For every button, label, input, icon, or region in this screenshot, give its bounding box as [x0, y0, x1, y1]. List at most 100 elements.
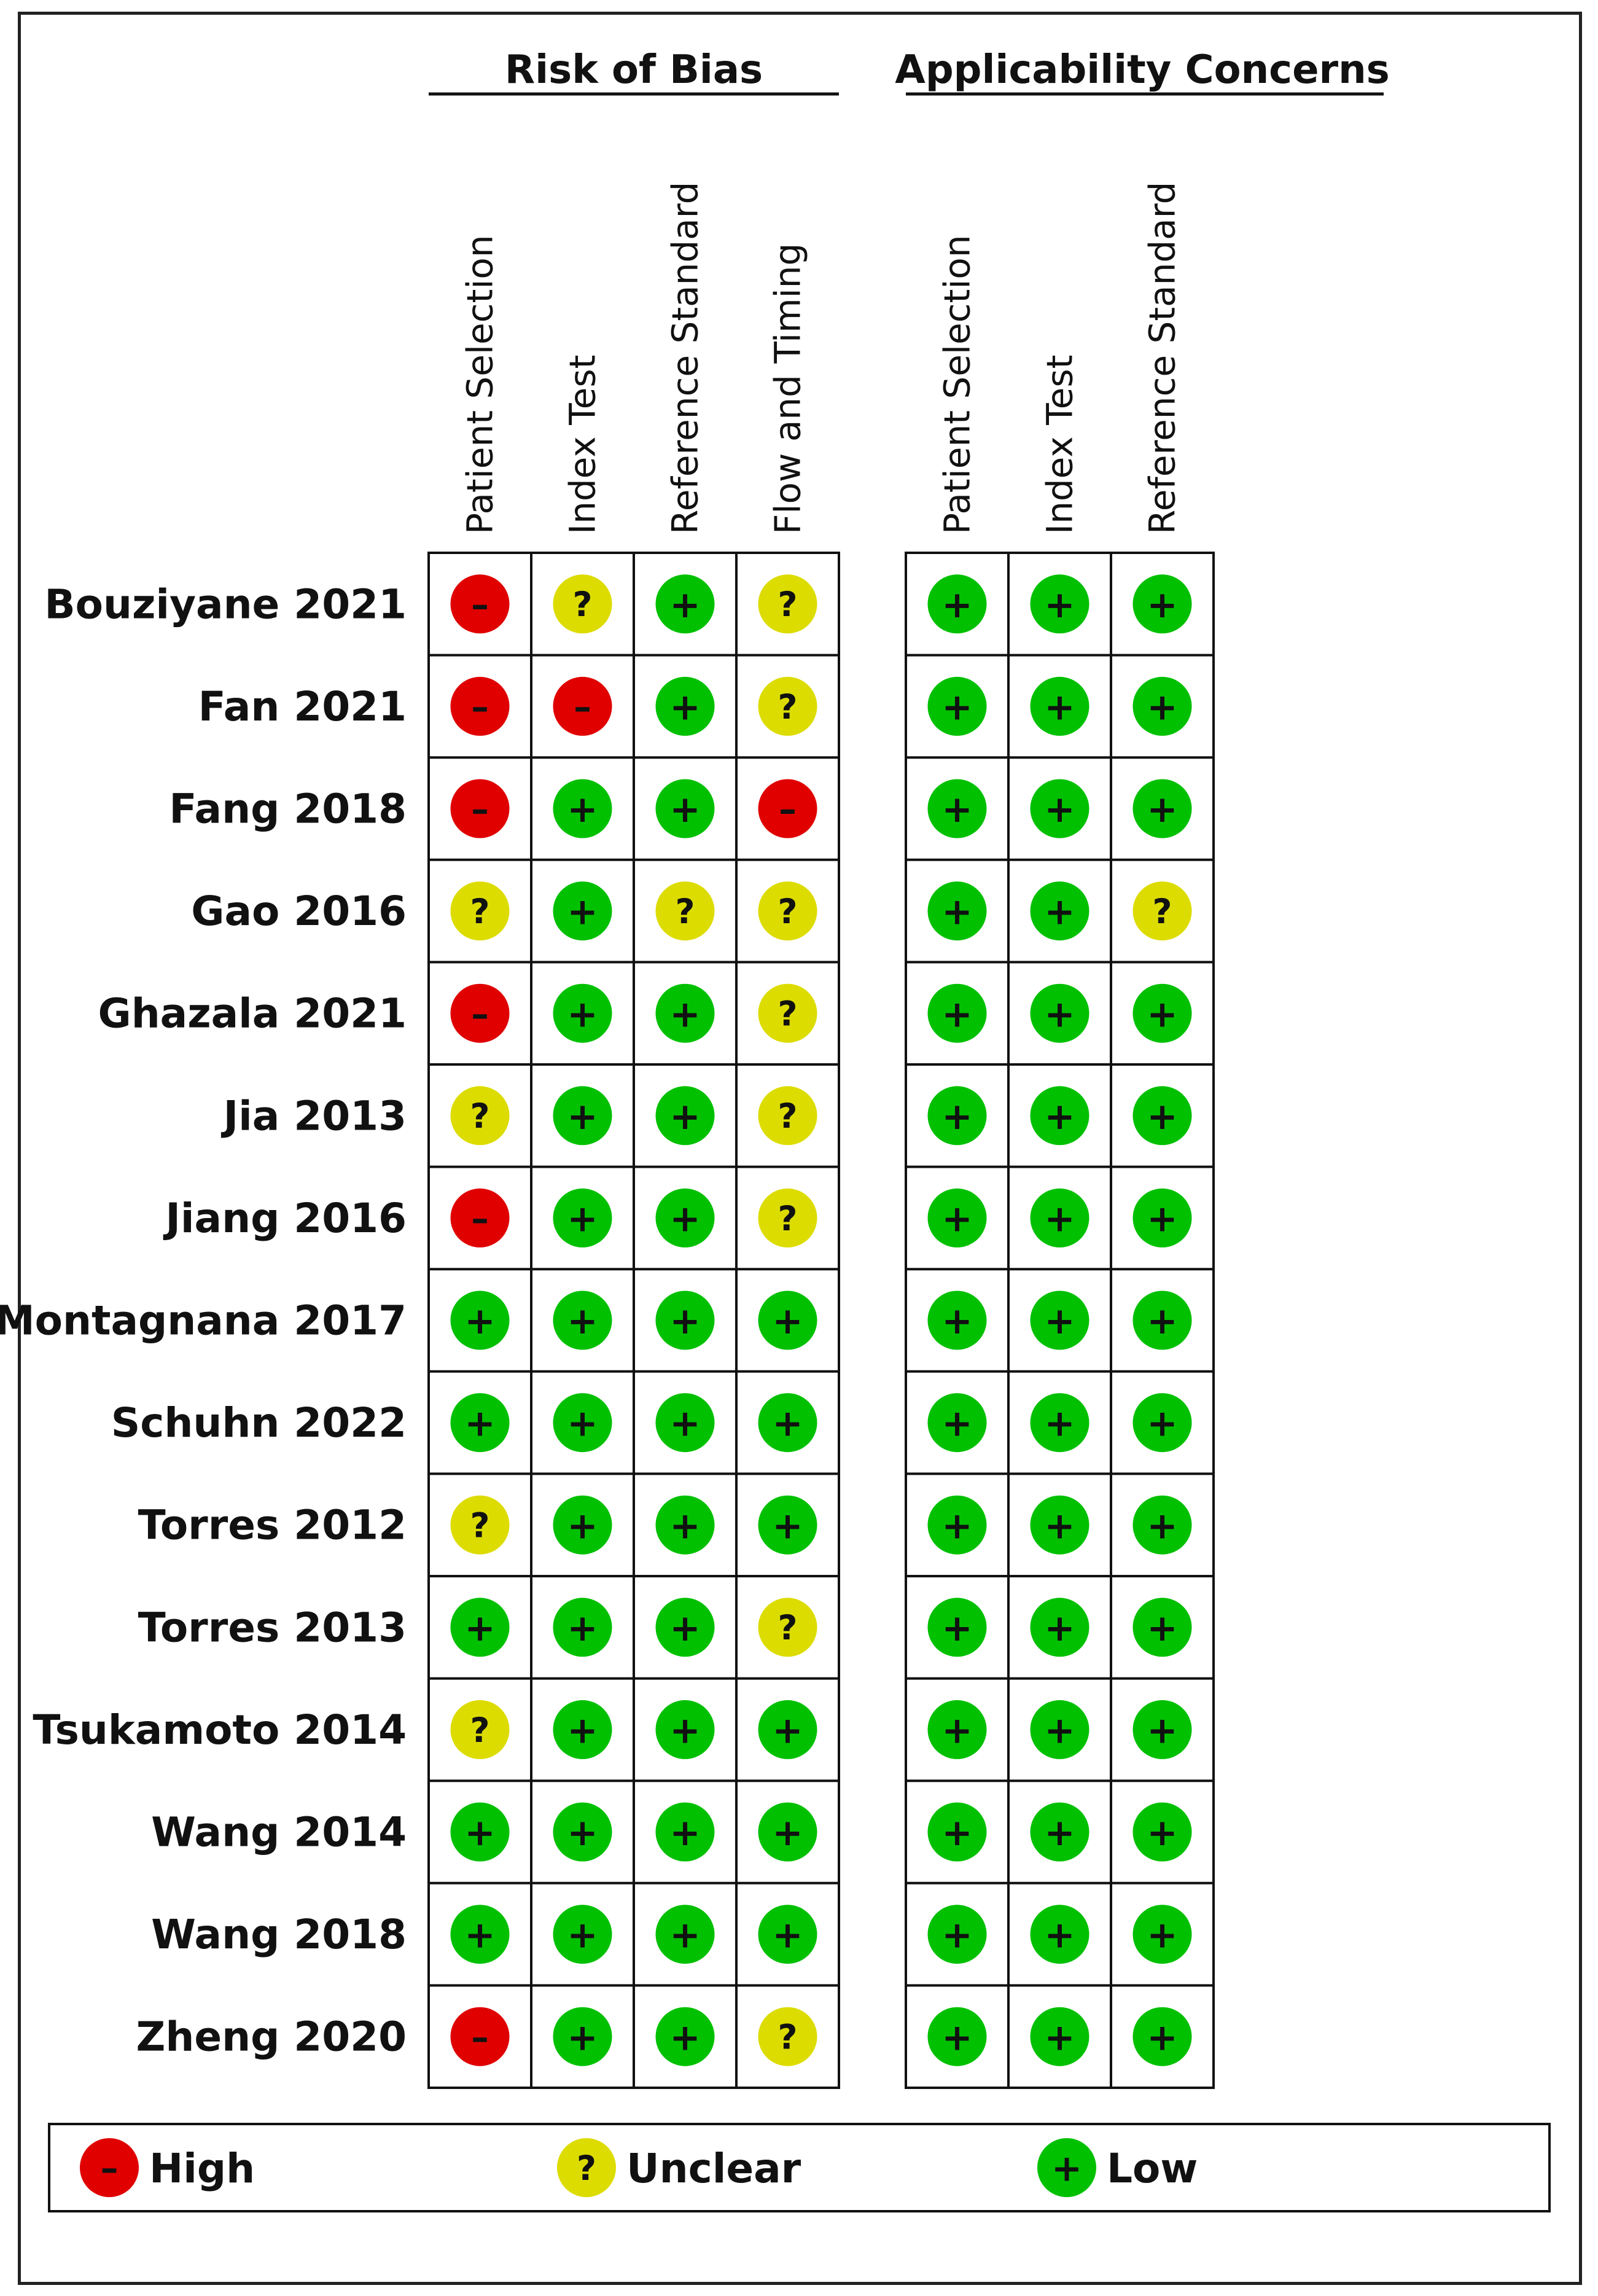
rating-bouziyane-2021-applicability-concerns-patient-selection: +	[927, 574, 987, 634]
low-circle	[1030, 2007, 1089, 2066]
high-circle	[450, 574, 510, 634]
low-symbol: +	[669, 1402, 700, 1445]
unclear-circle	[758, 1188, 817, 1248]
high-symbol: –	[471, 1198, 489, 1240]
low-symbol: +	[941, 2016, 972, 2059]
unclear-circle	[557, 2138, 616, 2197]
low-symbol: +	[1044, 1402, 1075, 1445]
low-symbol: +	[567, 1709, 598, 1752]
low-circle	[758, 1495, 817, 1555]
legend-label-unclear: Unclear	[626, 2145, 801, 2192]
low-circle	[553, 1188, 612, 1248]
low-symbol: +	[1147, 2016, 1177, 2059]
unclear-symbol: ?	[572, 585, 592, 625]
low-symbol: +	[669, 1095, 700, 1138]
low-symbol: +	[1044, 1095, 1075, 1138]
unclear-circle	[553, 574, 612, 634]
rating-torres-2013-risk-of-bias-reference-standard: +	[655, 1598, 715, 1657]
rating-wang-2018-risk-of-bias-reference-standard: +	[655, 1905, 715, 1964]
low-symbol: +	[941, 686, 972, 729]
rating-wang-2018-risk-of-bias-flow-and-timing: +	[758, 1905, 817, 1964]
low-symbol: +	[1147, 1402, 1177, 1445]
legend-marker-low: +	[1037, 2138, 1096, 2197]
rating-gao-2016-applicability-concerns-reference-standard: ?	[1132, 881, 1192, 941]
rating-fang-2018-risk-of-bias-reference-standard: +	[655, 779, 715, 838]
low-circle	[758, 1393, 817, 1453]
low-circle	[1030, 676, 1089, 736]
low-symbol: +	[567, 993, 598, 1036]
low-symbol: +	[941, 788, 972, 831]
rating-jia-2013-applicability-concerns-reference-standard: +	[1132, 1086, 1192, 1146]
rating-bouziyane-2021-applicability-concerns-reference-standard: +	[1132, 574, 1192, 634]
column-label-reference-standard: Reference Standard	[665, 182, 706, 534]
rating-montagnana-2017-risk-of-bias-index-test: +	[553, 1291, 612, 1350]
unclear-symbol: ?	[778, 688, 797, 727]
low-circle	[1030, 1495, 1089, 1555]
group-title-risk-of-bias: Risk of Bias	[505, 47, 763, 93]
low-circle	[655, 1188, 715, 1248]
high-symbol: –	[471, 584, 489, 625]
low-circle	[1132, 1700, 1192, 1759]
column-label-index-test: Index Test	[1039, 355, 1081, 534]
low-symbol: +	[1044, 788, 1075, 831]
low-circle	[1030, 1188, 1089, 1248]
rating-torres-2013-risk-of-bias-index-test: +	[553, 1598, 612, 1657]
low-circle	[655, 1495, 715, 1555]
rating-torres-2013-applicability-concerns-reference-standard: +	[1132, 1598, 1192, 1657]
low-circle	[553, 1802, 612, 1862]
low-circle	[1132, 983, 1192, 1043]
rating-zheng-2020-applicability-concerns-reference-standard: +	[1132, 2007, 1192, 2066]
rating-wang-2014-applicability-concerns-reference-standard: +	[1132, 1802, 1192, 1862]
rating-zheng-2020-risk-of-bias-reference-standard: +	[655, 2007, 715, 2066]
low-symbol: +	[669, 1504, 700, 1547]
rating-ghazala-2021-applicability-concerns-index-test: +	[1030, 983, 1089, 1043]
unclear-circle	[450, 1700, 510, 1759]
rating-wang-2018-risk-of-bias-patient-selection: +	[450, 1905, 510, 1964]
rating-tsukamoto-2014-risk-of-bias-patient-selection: ?	[450, 1700, 510, 1759]
low-symbol: +	[464, 1402, 495, 1445]
low-circle	[1132, 1291, 1192, 1350]
low-circle	[1132, 1905, 1192, 1964]
grid-border-applicability-concerns	[905, 552, 1215, 2089]
rating-wang-2014-risk-of-bias-index-test: +	[553, 1802, 612, 1862]
low-circle	[655, 1598, 715, 1657]
low-circle	[927, 1598, 987, 1657]
unclear-symbol: ?	[778, 1097, 797, 1136]
rating-gao-2016-risk-of-bias-patient-selection: ?	[450, 881, 510, 941]
low-circle	[758, 1291, 817, 1350]
low-circle	[655, 1700, 715, 1759]
high-circle	[80, 2138, 139, 2197]
study-label-torres-2012: Torres 2012	[138, 1502, 407, 1549]
low-symbol: +	[669, 1914, 700, 1957]
low-symbol: +	[669, 584, 700, 627]
rating-montagnana-2017-applicability-concerns-patient-selection: +	[927, 1291, 987, 1350]
low-symbol: +	[1044, 2016, 1075, 2059]
rating-fang-2018-risk-of-bias-index-test: +	[553, 779, 612, 838]
rating-bouziyane-2021-risk-of-bias-reference-standard: +	[655, 574, 715, 634]
low-symbol: +	[1044, 993, 1075, 1036]
unclear-circle	[1132, 881, 1192, 941]
low-circle	[927, 2007, 987, 2066]
legend-label-high: High	[149, 2145, 255, 2192]
study-label-jiang-2016: Jiang 2016	[163, 1195, 407, 1242]
rating-fan-2021-applicability-concerns-index-test: +	[1030, 676, 1089, 736]
low-symbol: +	[1147, 584, 1177, 627]
study-label-bouziyane-2021: Bouziyane 2021	[44, 580, 407, 628]
low-symbol: +	[941, 891, 972, 934]
low-symbol: +	[567, 1402, 598, 1445]
high-symbol: –	[471, 993, 489, 1034]
high-circle	[450, 779, 510, 838]
rating-montagnana-2017-risk-of-bias-patient-selection: +	[450, 1291, 510, 1350]
rating-jia-2013-risk-of-bias-index-test: +	[553, 1086, 612, 1146]
group-title-applicability-concerns: Applicability Concerns	[895, 47, 1389, 93]
high-circle	[450, 676, 510, 736]
low-circle	[927, 983, 987, 1043]
low-circle	[1030, 1291, 1089, 1350]
low-circle	[927, 1495, 987, 1555]
low-symbol: +	[1044, 891, 1075, 934]
low-circle	[1030, 983, 1089, 1043]
low-symbol: +	[941, 1811, 972, 1854]
low-symbol: +	[464, 1300, 495, 1343]
low-circle	[758, 1802, 817, 1862]
rating-wang-2018-risk-of-bias-index-test: +	[553, 1905, 612, 1964]
